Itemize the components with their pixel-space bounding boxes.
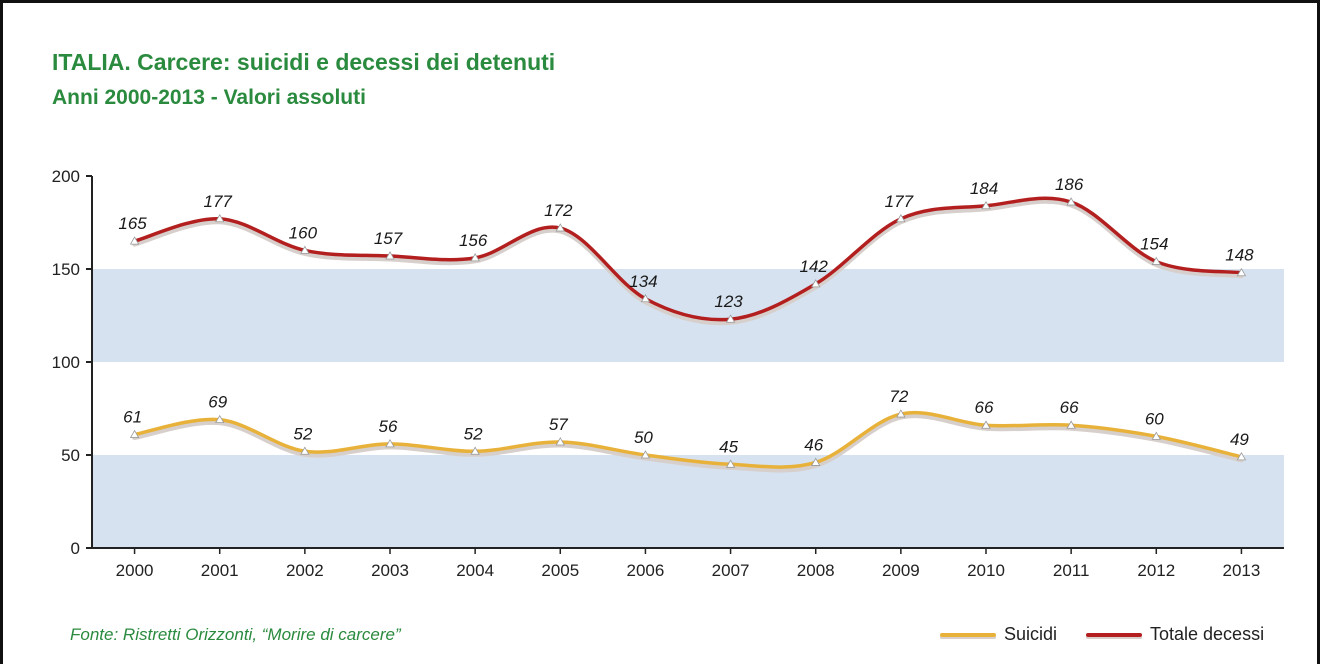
data-label-totale-decessi-2009: 177	[885, 192, 914, 211]
data-label-totale-decessi-2003: 157	[374, 229, 403, 248]
data-label-totale-decessi-2007: 123	[714, 292, 743, 311]
data-label-suicidi-2012: 60	[1145, 409, 1164, 428]
legend-label-totale-decessi: Totale decessi	[1150, 624, 1265, 644]
point-totale-decessi-2010	[981, 200, 991, 210]
data-label-suicidi-2007: 45	[719, 437, 738, 456]
x-tick-label-2012: 2012	[1137, 561, 1175, 580]
data-label-suicidi-2001: 69	[208, 393, 227, 412]
series-shadow-suicidi	[132, 413, 1244, 473]
point-suicidi-2011	[1066, 420, 1076, 429]
data-label-totale-decessi-2006: 134	[629, 272, 657, 291]
data-label-suicidi-2000: 61	[123, 408, 142, 427]
x-tick-label-2004: 2004	[456, 561, 494, 580]
point-suicidi-2006	[640, 450, 651, 459]
series-shadow-totale-decessi	[132, 198, 1244, 326]
data-label-suicidi-2005: 57	[549, 415, 568, 434]
point-totale-decessi-2008	[811, 279, 821, 288]
point-suicidi-2008	[811, 457, 821, 466]
point-totale-decessi-2003	[385, 251, 395, 260]
data-label-totale-decessi-2012: 154	[1140, 235, 1168, 254]
data-label-suicidi-2006: 50	[634, 428, 653, 447]
x-tick-label-2007: 2007	[712, 561, 750, 580]
data-label-totale-decessi-2002: 160	[289, 223, 318, 242]
data-label-suicidi-2003: 56	[379, 417, 398, 436]
point-totale-decessi-2006	[640, 293, 651, 303]
data-label-suicidi-2008: 46	[804, 435, 823, 454]
point-suicidi-2013	[1236, 452, 1247, 461]
x-tick-label-2009: 2009	[882, 561, 920, 580]
point-totale-decessi-2013	[1236, 267, 1247, 277]
band-0	[92, 455, 1284, 548]
point-suicidi-2000	[129, 429, 140, 438]
point-totale-decessi-2011	[1066, 197, 1076, 206]
data-label-suicidi-2010: 66	[975, 398, 994, 417]
x-tick-label-2002: 2002	[286, 561, 324, 580]
x-tick-label-2005: 2005	[541, 561, 579, 580]
y-tick-label-100: 100	[52, 353, 80, 372]
x-tick-label-2010: 2010	[967, 561, 1005, 580]
point-totale-decessi-2004	[470, 253, 480, 262]
y-tick-label-0: 0	[71, 539, 80, 558]
point-totale-decessi-2009	[896, 213, 906, 223]
point-totale-decessi-2007	[725, 314, 736, 323]
x-tick-label-2011: 2011	[1053, 561, 1090, 580]
y-tick-label-50: 50	[61, 446, 80, 465]
data-label-suicidi-2002: 52	[293, 424, 312, 443]
data-label-suicidi-2011: 66	[1060, 398, 1079, 417]
data-label-totale-decessi-2011: 186	[1055, 175, 1084, 194]
x-tick-label-2000: 2000	[116, 561, 154, 580]
data-label-totale-decessi-2005: 172	[544, 201, 573, 220]
point-totale-decessi-2012	[1151, 256, 1161, 265]
point-suicidi-2009	[896, 409, 906, 418]
point-suicidi-2005	[555, 437, 565, 446]
source-note: Fonte: Ristretti Orizzonti, “Morire di c…	[70, 625, 401, 644]
data-label-totale-decessi-2010: 184	[970, 179, 998, 198]
legend-item-totale-decessi: Totale decessi	[1086, 624, 1264, 645]
legend-item-suicidi: Suicidi	[940, 624, 1057, 645]
data-label-suicidi-2013: 49	[1230, 430, 1249, 449]
legend-label-suicidi: Suicidi	[1004, 624, 1058, 644]
data-label-totale-decessi-2001: 177	[204, 192, 233, 211]
point-suicidi-2007	[725, 459, 736, 468]
point-suicidi-2012	[1151, 431, 1161, 440]
legend-swatch-totale-decessi	[1086, 625, 1142, 645]
point-suicidi-2001	[215, 414, 225, 424]
x-tick-label-2006: 2006	[627, 561, 665, 580]
data-label-totale-decessi-2000: 165	[118, 214, 147, 233]
point-suicidi-2004	[470, 446, 480, 455]
data-label-totale-decessi-2013: 148	[1225, 246, 1254, 265]
data-label-suicidi-2004: 52	[464, 424, 483, 443]
point-totale-decessi-2005	[555, 223, 565, 232]
point-totale-decessi-2002	[300, 245, 310, 254]
point-totale-decessi-2000	[129, 236, 140, 245]
series-line-totale-decessi	[132, 196, 1244, 322]
chart-subtitle: Anni 2000-2013 - Valori assoluti	[52, 86, 366, 109]
point-suicidi-2010	[981, 420, 991, 429]
point-suicidi-2003	[385, 439, 395, 448]
point-suicidi-2002	[300, 446, 310, 455]
x-tick-label-2013: 2013	[1223, 561, 1261, 580]
x-tick-label-2001: 2001	[201, 561, 239, 580]
chart-title: ITALIA. Carcere: suicidi e decessi dei d…	[52, 49, 556, 75]
series-line-suicidi	[132, 410, 1244, 469]
legend-swatch-suicidi	[940, 625, 996, 645]
y-tick-label-200: 200	[52, 167, 80, 186]
data-label-totale-decessi-2008: 142	[800, 257, 829, 276]
point-totale-decessi-2001	[215, 213, 225, 223]
y-tick-label-150: 150	[52, 260, 80, 279]
data-label-totale-decessi-2004: 156	[459, 231, 488, 250]
x-tick-label-2008: 2008	[797, 561, 835, 580]
data-label-suicidi-2009: 72	[889, 387, 908, 406]
x-tick-label-2003: 2003	[371, 561, 409, 580]
